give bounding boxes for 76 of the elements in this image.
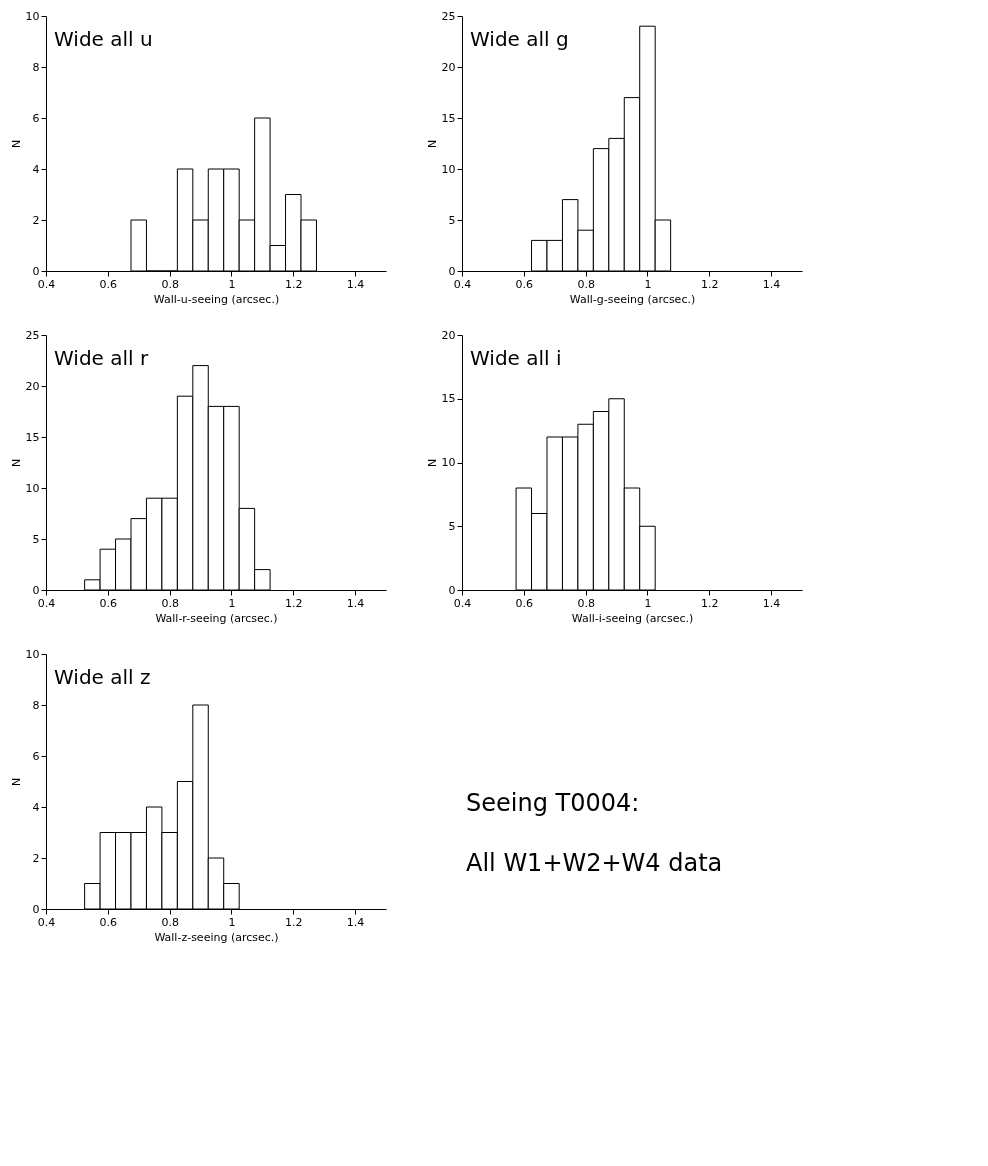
y-tick-label: 5 — [448, 213, 456, 227]
x-tick-label: 1 — [228, 596, 236, 610]
x-tick-label: 0.8 — [577, 596, 595, 610]
y-axis-title: N — [9, 139, 23, 149]
x-tick-label: 0.6 — [515, 596, 534, 610]
y-tick-label: 5 — [32, 532, 40, 546]
x-tick-label: 0.6 — [99, 915, 118, 929]
y-tick-label: 6 — [32, 749, 40, 763]
x-tick-label: 1.2 — [285, 596, 303, 610]
x-tick-label: 0.6 — [99, 277, 118, 291]
y-tick-label: 2 — [32, 213, 40, 227]
y-tick-label: 2 — [32, 851, 40, 865]
x-tick-label: 0.4 — [37, 915, 56, 929]
x-tick-label: 0.8 — [161, 915, 179, 929]
y-tick-label: 25 — [25, 328, 40, 342]
y-tick-label: 0 — [32, 264, 40, 278]
y-axis-title: N — [425, 458, 439, 468]
y-tick-label: 25 — [441, 9, 456, 23]
y-tick-label: 10 — [25, 647, 40, 661]
x-tick-label: 0.6 — [99, 596, 118, 610]
y-tick-label: 10 — [25, 9, 40, 23]
x-tick-label: 0.8 — [161, 277, 179, 291]
y-tick-label: 0 — [448, 583, 456, 597]
y-tick-label: 4 — [32, 162, 40, 176]
x-tick-label: 1.4 — [346, 277, 365, 291]
y-tick-label: 10 — [25, 481, 40, 495]
y-tick-label: 0 — [32, 583, 40, 597]
x-tick-label: 1 — [644, 596, 652, 610]
x-tick-label: 1 — [644, 277, 652, 291]
x-tick-label: 1.4 — [346, 915, 365, 929]
annotation: Wide all z — [54, 665, 151, 689]
x-axis-title: Wall-z-seeing (arcsec.) — [154, 930, 279, 944]
y-axis-title: N — [425, 139, 439, 149]
annotation: Wide all r — [54, 346, 149, 370]
y-axis-title: N — [9, 777, 23, 787]
x-tick-label: 1.4 — [346, 596, 365, 610]
x-tick-label: 1.2 — [285, 915, 303, 929]
y-tick-label: 8 — [32, 60, 40, 74]
y-tick-label: 10 — [441, 456, 456, 469]
y-tick-label: 8 — [32, 698, 40, 712]
y-tick-label: 15 — [25, 430, 40, 444]
x-tick-label: 1 — [228, 277, 236, 291]
x-tick-label: 1 — [228, 915, 236, 929]
x-tick-label: 0.4 — [453, 596, 472, 610]
x-axis-title: Wall-i-seeing (arcsec.) — [571, 611, 694, 625]
y-axis-title: N — [9, 458, 23, 468]
x-tick-label: 1.4 — [762, 277, 781, 291]
y-tick-label: 10 — [441, 162, 456, 176]
text: Seeing T0004: — [466, 789, 640, 817]
x-tick-label: 1.2 — [285, 277, 303, 291]
y-tick-label: 15 — [441, 111, 456, 125]
x-tick-label: 0.4 — [37, 596, 56, 610]
y-tick-label: 0 — [448, 264, 456, 278]
x-tick-label: 0.4 — [453, 277, 472, 291]
text: All W1+W2+W4 data — [466, 849, 723, 877]
y-tick-label: 20 — [441, 60, 456, 74]
x-tick-label: 0.4 — [37, 277, 56, 291]
annotation: Wide all g — [470, 27, 569, 51]
x-tick-label: 1.2 — [701, 277, 719, 291]
annotation: Wide all i — [470, 346, 562, 370]
x-axis-title: Wall-g-seeing (arcsec.) — [569, 292, 696, 306]
x-tick-label: 1.2 — [701, 596, 719, 610]
x-tick-label: 0.8 — [577, 277, 595, 291]
y-tick-label: 4 — [32, 800, 40, 814]
y-tick-label: 6 — [32, 111, 40, 125]
x-tick-label: 0.8 — [161, 596, 179, 610]
y-tick-label: 5 — [448, 519, 456, 533]
y-tick-label: 15 — [441, 392, 456, 406]
y-tick-label: 0 — [32, 902, 40, 916]
x-tick-label: 0.6 — [515, 277, 534, 291]
x-tick-label: 1.4 — [762, 596, 781, 610]
y-tick-label: 20 — [25, 379, 40, 393]
annotation: Wide all u — [54, 27, 153, 51]
x-axis-title: Wall-r-seeing (arcsec.) — [155, 611, 278, 625]
y-tick-label: 20 — [441, 328, 456, 342]
x-axis-title: Wall-u-seeing (arcsec.) — [153, 292, 280, 306]
